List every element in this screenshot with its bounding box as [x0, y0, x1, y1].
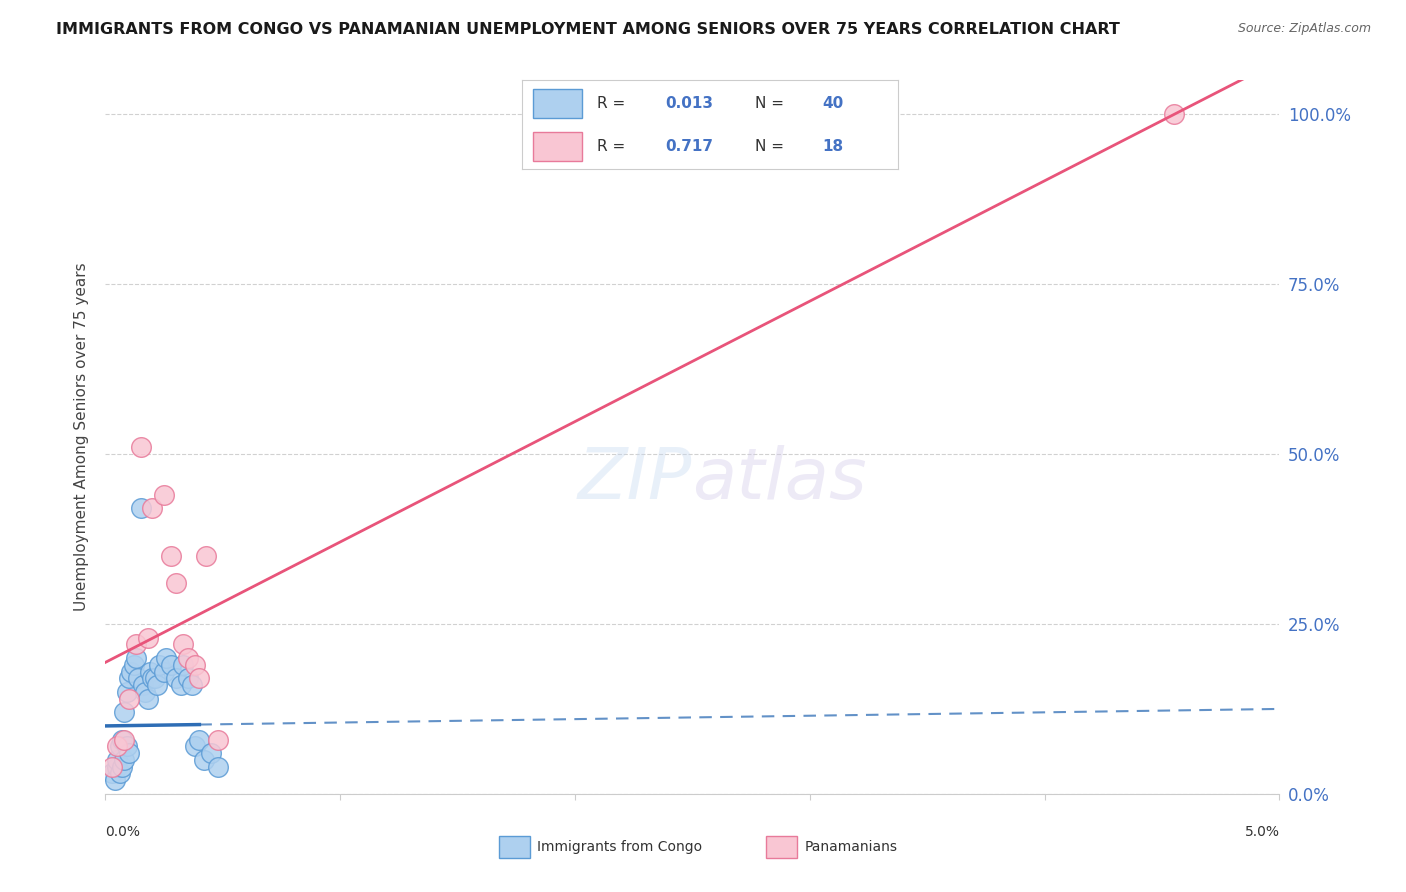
Text: Immigrants from Congo: Immigrants from Congo	[537, 840, 702, 855]
Point	[108, 739, 131, 754]
Text: IMMIGRANTS FROM CONGO VS PANAMANIAN UNEMPLOYMENT AMONG SENIORS OVER 75 YEARS COR: IMMIGRANTS FROM CONGO VS PANAMANIAN UNEM…	[56, 22, 1121, 37]
Point	[141, 671, 163, 685]
Point	[165, 576, 187, 591]
Point	[111, 732, 134, 747]
Point	[165, 671, 187, 685]
Point	[115, 739, 138, 754]
Point	[207, 732, 229, 747]
Point	[118, 671, 141, 685]
Point	[153, 665, 176, 679]
Point	[129, 440, 152, 454]
Point	[172, 637, 194, 651]
Point	[136, 691, 159, 706]
Text: 0.0%: 0.0%	[105, 825, 141, 839]
Point	[148, 657, 170, 672]
Point	[136, 631, 159, 645]
Point	[112, 753, 135, 767]
Point	[143, 671, 166, 685]
Point	[132, 678, 155, 692]
Text: 5.0%: 5.0%	[1244, 825, 1279, 839]
Point	[125, 651, 148, 665]
Point	[146, 678, 169, 692]
Y-axis label: Unemployment Among Seniors over 75 years: Unemployment Among Seniors over 75 years	[75, 263, 90, 611]
Point	[105, 739, 128, 754]
Point	[153, 488, 176, 502]
Point	[101, 766, 124, 780]
Text: ZIP: ZIP	[578, 445, 692, 515]
Text: Panamanians: Panamanians	[804, 840, 897, 855]
Point	[118, 691, 141, 706]
Point	[105, 760, 128, 774]
Point	[160, 549, 183, 563]
Point	[112, 732, 135, 747]
Point	[141, 501, 163, 516]
Point	[105, 753, 128, 767]
Point	[176, 651, 198, 665]
Point	[115, 685, 138, 699]
Point	[195, 549, 218, 563]
Point	[118, 746, 141, 760]
Point	[111, 760, 134, 774]
Point	[183, 739, 205, 754]
Point	[108, 766, 131, 780]
Point	[1163, 107, 1185, 121]
Point	[120, 665, 142, 679]
Point	[183, 657, 205, 672]
Point	[112, 706, 135, 720]
Point	[200, 746, 222, 760]
Point	[188, 732, 211, 747]
Point	[101, 760, 124, 774]
Point	[176, 671, 198, 685]
Point	[129, 501, 152, 516]
Point	[188, 671, 211, 685]
Point	[139, 665, 162, 679]
Point	[193, 753, 215, 767]
Point	[134, 685, 156, 699]
Point	[155, 651, 177, 665]
Point	[207, 760, 229, 774]
Point	[127, 671, 149, 685]
Point	[122, 657, 145, 672]
Text: atlas: atlas	[692, 445, 868, 515]
Point	[160, 657, 183, 672]
Point	[125, 637, 148, 651]
Text: Source: ZipAtlas.com: Source: ZipAtlas.com	[1237, 22, 1371, 36]
Point	[169, 678, 191, 692]
Point	[104, 773, 127, 788]
Point	[172, 657, 194, 672]
Point	[181, 678, 204, 692]
